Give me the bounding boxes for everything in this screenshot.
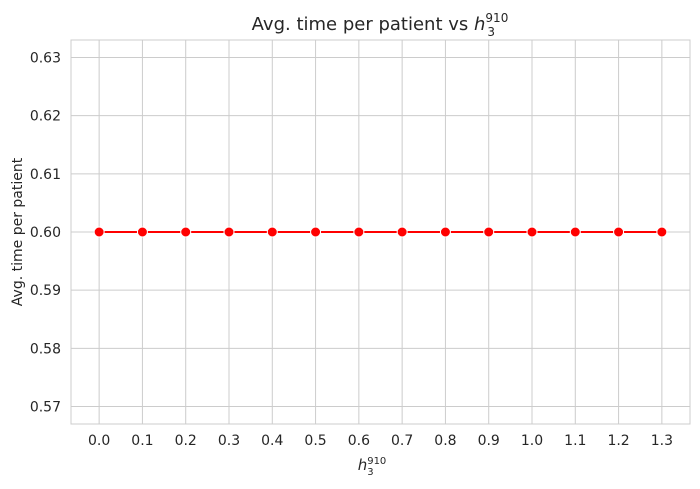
data-point [483, 226, 495, 238]
xlabel-var-sup: 910 [367, 456, 386, 467]
title-var-base: h [474, 14, 485, 35]
data-point [310, 226, 322, 238]
y-tick-label: 0.59 [30, 283, 61, 299]
x-tick-label: 0.6 [348, 433, 370, 449]
x-tick-label: 1.3 [651, 433, 673, 449]
x-tick-label: 1.1 [564, 433, 586, 449]
data-point [526, 226, 538, 238]
x-axis-title: h910 3 [358, 456, 387, 478]
data-point [266, 226, 278, 238]
x-tick-label: 0.4 [261, 433, 283, 449]
x-tick-label: 0.1 [131, 433, 153, 449]
x-tick-label: 1.0 [521, 433, 543, 449]
data-point [180, 226, 192, 238]
data-point [136, 226, 148, 238]
y-tick-label: 0.61 [30, 167, 61, 183]
xlabel-var-base: h [358, 456, 368, 474]
data-point [93, 226, 105, 238]
x-tick-label: 0.7 [391, 433, 413, 449]
title-var-sub: 3 [487, 25, 495, 39]
x-tick-label: 0.2 [175, 433, 197, 449]
x-tick-label: 0.0 [88, 433, 110, 449]
data-point [223, 226, 235, 238]
y-tick-label: 0.57 [30, 400, 61, 416]
x-tick-label: 0.5 [304, 433, 326, 449]
series-group [93, 226, 668, 238]
y-axis-title: Avg. time per patient [10, 157, 26, 306]
data-point [439, 226, 451, 238]
xlabel-var-sub: 3 [367, 467, 373, 478]
x-tick-label: 0.9 [478, 433, 500, 449]
title-var-sup: 910 [485, 11, 508, 25]
x-tick-label: 1.2 [607, 433, 629, 449]
y-tick-label: 0.60 [30, 225, 61, 241]
x-tick-label: 0.8 [434, 433, 456, 449]
x-tick-label: 0.3 [218, 433, 240, 449]
title-prefix: Avg. time per patient vs [252, 14, 474, 35]
data-point [656, 226, 668, 238]
data-point [569, 226, 581, 238]
chart-title: Avg. time per patient vs h910 3 [252, 11, 509, 39]
y-tick-label: 0.58 [30, 341, 61, 357]
data-point [353, 226, 365, 238]
y-tick-label: 0.63 [30, 50, 61, 66]
plot-area-frame [70, 39, 691, 425]
y-tick-label: 0.62 [30, 109, 61, 125]
tick-labels: 0.0 0.1 0.2 0.3 0.4 0.5 0.6 0.7 0.8 0.9 1.0 1.1 1.2 1… [30, 50, 673, 449]
data-point [613, 226, 625, 238]
data-point [396, 226, 408, 238]
